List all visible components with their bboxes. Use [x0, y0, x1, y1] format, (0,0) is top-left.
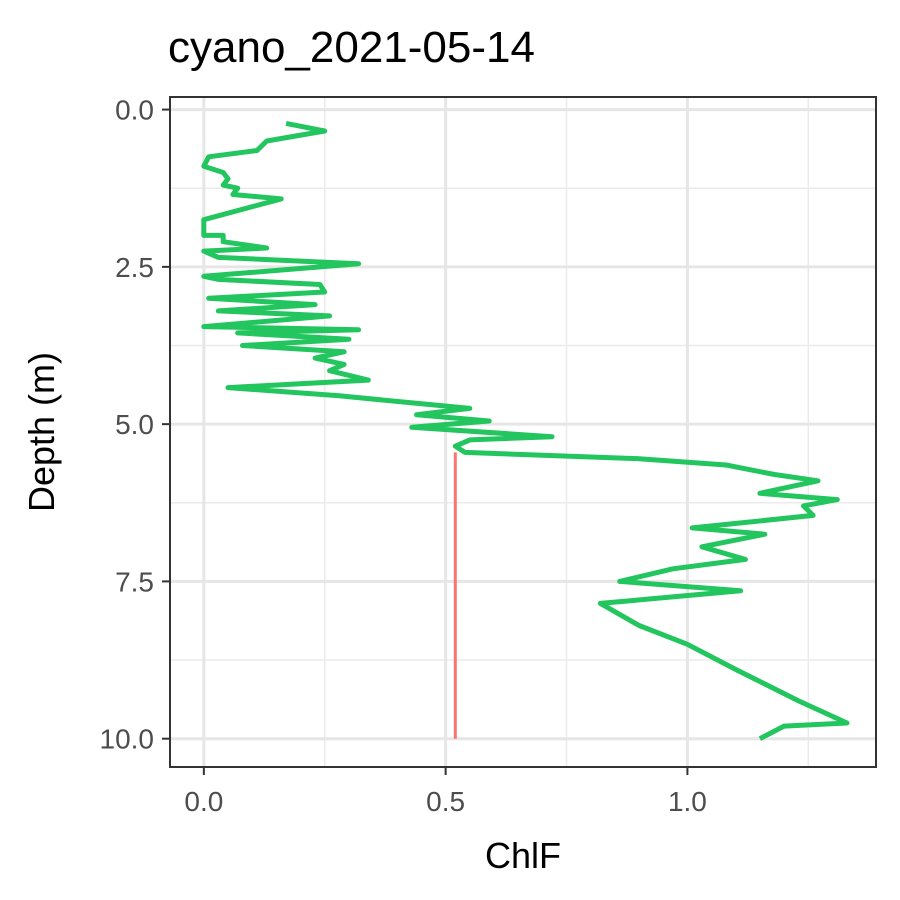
x-tick-label: 0.5: [426, 786, 465, 817]
x-axis: 0.0 0.5 1.0: [184, 767, 707, 817]
chlf-profile-line: [201, 120, 850, 741]
x-tick-label: 0.0: [184, 786, 223, 817]
y-axis-title: Depth (m): [21, 352, 62, 512]
y-tick-label: 0.0: [115, 95, 154, 126]
major-gridlines: [170, 97, 876, 767]
y-tick-label: 5.0: [115, 409, 154, 440]
x-tick-label: 1.0: [668, 786, 707, 817]
data-series: [201, 120, 850, 741]
y-axis: 0.0 2.5 5.0 7.5 10.0: [100, 95, 170, 755]
y-tick-label: 2.5: [115, 252, 154, 283]
plot-panel: [170, 97, 876, 767]
minor-gridlines: [170, 97, 876, 767]
y-tick-label: 7.5: [115, 566, 154, 597]
plot-border: [169, 96, 877, 768]
chart-title: cyano_2021-05-14: [168, 23, 535, 72]
y-tick-label: 10.0: [100, 724, 155, 755]
x-axis-title: ChlF: [485, 835, 561, 876]
